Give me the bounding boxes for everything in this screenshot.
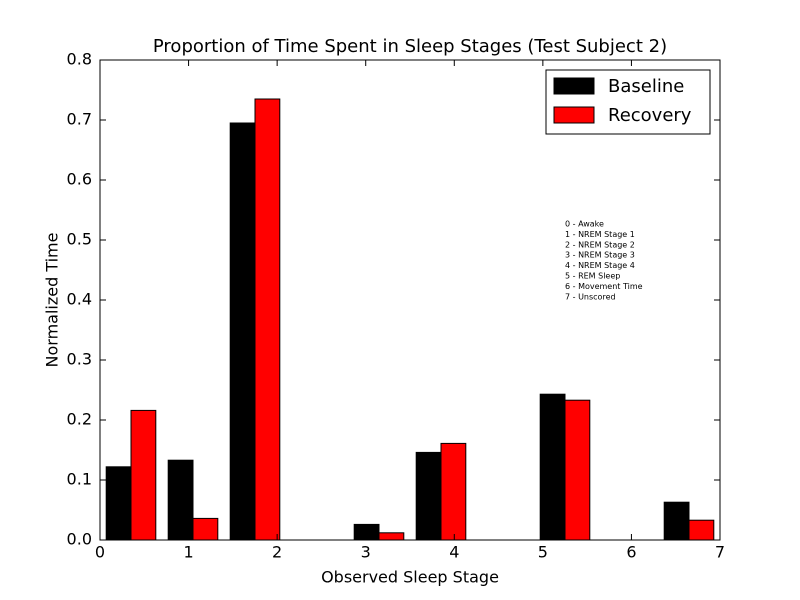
legend-swatch — [553, 77, 595, 95]
legend-swatch — [553, 106, 595, 124]
x-tick-label: 0 — [95, 543, 105, 562]
annotation: 5 - REM Sleep — [565, 272, 620, 281]
bar — [254, 98, 281, 541]
x-tick-label: 6 — [626, 543, 636, 562]
chart-title: Proportion of Time Spent in Sleep Stages… — [153, 36, 667, 57]
annotation: 0 - Awake — [565, 220, 604, 229]
legend-label: Recovery — [608, 105, 692, 126]
annotation: 1 - NREM Stage 1 — [565, 230, 635, 239]
bar — [663, 501, 690, 541]
annotation: 2 - NREM Stage 2 — [565, 240, 635, 249]
bar — [192, 517, 219, 541]
annotation: 7 - Unscored — [565, 292, 616, 301]
bar — [229, 122, 256, 541]
y-tick-label: 0.1 — [67, 470, 92, 489]
y-tick-label: 0.6 — [67, 170, 92, 189]
y-tick-label: 0.7 — [67, 110, 92, 129]
bar — [353, 523, 380, 541]
y-tick-label: 0.2 — [67, 410, 92, 429]
bar — [440, 442, 467, 541]
annotation: 6 - Movement Time — [565, 282, 643, 291]
bar — [539, 393, 566, 541]
bar — [688, 519, 715, 541]
bar — [167, 459, 194, 541]
y-axis-label: Normalized Time — [43, 233, 62, 368]
bar — [130, 409, 157, 541]
y-tick-label: 0.3 — [67, 350, 92, 369]
annotation: 4 - NREM Stage 4 — [565, 261, 635, 270]
x-tick-label: 2 — [272, 543, 282, 562]
bar — [564, 399, 591, 541]
y-tick-label: 0.4 — [67, 290, 92, 309]
y-tick-label: 0.8 — [67, 50, 92, 69]
bar — [415, 451, 442, 541]
y-tick-label: 0.5 — [67, 230, 92, 249]
x-tick-label: 5 — [538, 543, 548, 562]
legend-label: Baseline — [608, 76, 684, 97]
y-tick-label: 0.0 — [67, 530, 92, 549]
x-tick-label: 4 — [449, 543, 459, 562]
x-tick-label: 1 — [183, 543, 193, 562]
bar — [378, 532, 405, 541]
x-tick-label: 3 — [361, 543, 371, 562]
bar — [105, 466, 132, 541]
x-axis-label: Observed Sleep Stage — [321, 568, 499, 587]
annotation: 3 - NREM Stage 3 — [565, 251, 635, 260]
x-tick-label: 7 — [715, 543, 725, 562]
